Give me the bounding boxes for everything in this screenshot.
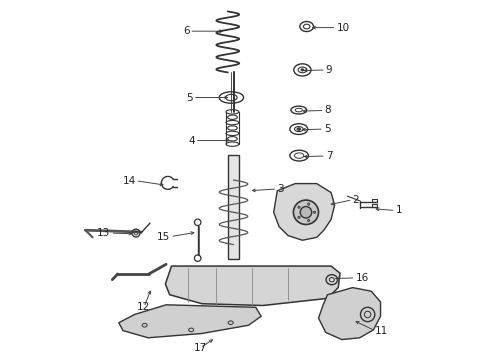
Ellipse shape	[308, 203, 310, 205]
Ellipse shape	[308, 219, 310, 221]
Text: 1: 1	[395, 206, 402, 216]
FancyBboxPatch shape	[228, 155, 239, 259]
Text: 17: 17	[194, 343, 207, 353]
Ellipse shape	[301, 69, 304, 71]
Ellipse shape	[300, 207, 312, 218]
Text: 12: 12	[137, 302, 150, 312]
Polygon shape	[166, 266, 340, 306]
Ellipse shape	[298, 216, 300, 219]
Text: 14: 14	[122, 176, 136, 186]
Text: 9: 9	[326, 65, 332, 75]
Text: 5: 5	[324, 124, 331, 134]
Bar	[371, 204, 377, 207]
Text: 11: 11	[375, 325, 388, 336]
Text: 7: 7	[326, 151, 332, 161]
Ellipse shape	[294, 200, 318, 225]
Polygon shape	[318, 288, 381, 339]
Ellipse shape	[314, 211, 316, 213]
Ellipse shape	[298, 206, 300, 208]
Text: 8: 8	[324, 105, 331, 116]
Text: 3: 3	[277, 184, 284, 194]
Text: 16: 16	[355, 273, 368, 283]
Polygon shape	[119, 305, 261, 338]
Bar	[371, 199, 377, 202]
Text: 2: 2	[353, 195, 359, 205]
Text: 15: 15	[157, 232, 171, 242]
Text: 13: 13	[98, 228, 111, 238]
Ellipse shape	[297, 128, 300, 130]
Text: 5: 5	[186, 93, 193, 103]
Text: 10: 10	[337, 23, 349, 33]
Polygon shape	[274, 184, 335, 240]
Text: 4: 4	[188, 136, 195, 145]
Text: 6: 6	[183, 26, 190, 36]
